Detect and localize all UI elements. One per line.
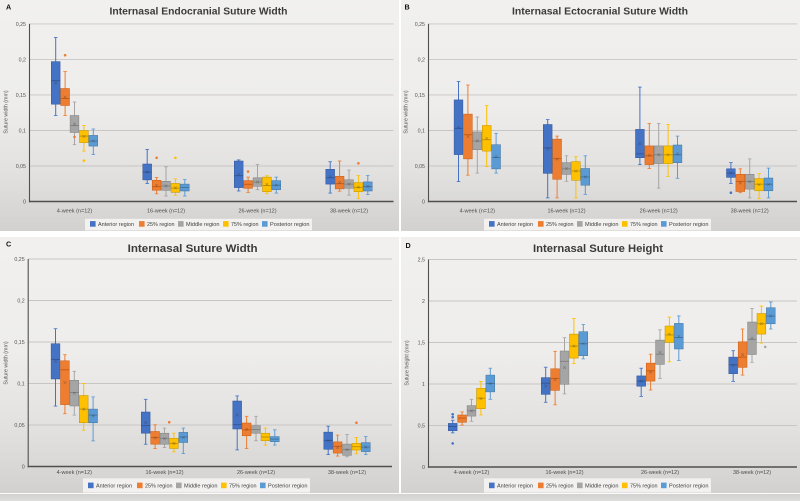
svg-text:75% region: 75% region bbox=[630, 222, 658, 228]
svg-text:26-week (n=12): 26-week (n=12) bbox=[640, 208, 678, 214]
svg-text:Posterior region: Posterior region bbox=[270, 222, 310, 228]
svg-text:26-week (n=12): 26-week (n=12) bbox=[238, 208, 276, 214]
svg-text:0,15: 0,15 bbox=[415, 93, 425, 99]
svg-text:1: 1 bbox=[422, 382, 425, 388]
svg-text:Posterior region: Posterior region bbox=[669, 222, 709, 228]
svg-text:16-week (n=12): 16-week (n=12) bbox=[145, 470, 183, 476]
svg-text:25% region: 25% region bbox=[546, 484, 574, 490]
svg-text:0,1: 0,1 bbox=[418, 128, 425, 134]
svg-text:4-week (n=12): 4-week (n=12) bbox=[460, 208, 496, 214]
svg-text:Middle region: Middle region bbox=[585, 222, 619, 228]
svg-text:4-week (n=12): 4-week (n=12) bbox=[454, 470, 490, 476]
svg-text:Internasal Ectocranial Suture: Internasal Ectocranial Suture Width bbox=[512, 7, 688, 18]
svg-text:Posterior region: Posterior region bbox=[268, 484, 308, 490]
svg-text:0,2: 0,2 bbox=[19, 57, 26, 63]
svg-text:75% region: 75% region bbox=[630, 484, 658, 490]
svg-text:Anterior region: Anterior region bbox=[497, 222, 533, 228]
svg-text:D: D bbox=[406, 241, 411, 250]
svg-text:16-week (n=12): 16-week (n=12) bbox=[147, 208, 185, 214]
svg-text:0: 0 bbox=[422, 465, 425, 471]
svg-text:0,25: 0,25 bbox=[14, 257, 24, 263]
svg-text:38-week (n=12): 38-week (n=12) bbox=[733, 470, 771, 476]
svg-text:Anterior region: Anterior region bbox=[96, 484, 132, 490]
svg-text:0,1: 0,1 bbox=[17, 381, 24, 387]
svg-text:0: 0 bbox=[23, 199, 26, 205]
svg-text:0,15: 0,15 bbox=[14, 340, 24, 346]
svg-text:A: A bbox=[6, 3, 11, 12]
svg-text:0,1: 0,1 bbox=[19, 128, 26, 134]
svg-text:Anterior region: Anterior region bbox=[98, 222, 134, 228]
svg-text:2,5: 2,5 bbox=[418, 257, 425, 263]
svg-text:75% region: 75% region bbox=[231, 222, 259, 228]
svg-text:0: 0 bbox=[22, 464, 25, 470]
svg-text:25% region: 25% region bbox=[546, 222, 574, 228]
svg-text:0,2: 0,2 bbox=[418, 57, 425, 63]
svg-text:38-week (n=12): 38-week (n=12) bbox=[330, 208, 368, 214]
svg-text:38-week (n=12): 38-week (n=12) bbox=[328, 470, 366, 476]
svg-text:0,05: 0,05 bbox=[16, 164, 26, 170]
svg-text:0,05: 0,05 bbox=[14, 423, 24, 429]
svg-text:26-week (n=12): 26-week (n=12) bbox=[641, 470, 679, 476]
svg-text:Suture width (mm): Suture width (mm) bbox=[404, 90, 410, 134]
svg-text:25% region: 25% region bbox=[145, 484, 173, 490]
svg-text:25% region: 25% region bbox=[147, 222, 175, 228]
svg-text:38-week (n=12): 38-week (n=12) bbox=[731, 208, 769, 214]
svg-text:Suture width (mm): Suture width (mm) bbox=[4, 90, 10, 134]
svg-text:26-week (n=12): 26-week (n=12) bbox=[237, 470, 275, 476]
svg-text:Anterior region: Anterior region bbox=[497, 484, 533, 490]
svg-text:Middle region: Middle region bbox=[585, 484, 619, 490]
svg-text:0,15: 0,15 bbox=[16, 93, 26, 99]
svg-text:Posterior region: Posterior region bbox=[669, 484, 709, 490]
svg-text:75% region: 75% region bbox=[229, 484, 257, 490]
svg-text:0: 0 bbox=[422, 199, 425, 205]
svg-text:0,5: 0,5 bbox=[418, 423, 425, 429]
svg-text:Suture width (mm): Suture width (mm) bbox=[4, 341, 10, 385]
svg-text:Suture height (mm): Suture height (mm) bbox=[405, 340, 411, 386]
svg-text:Internasal Suture Width: Internasal Suture Width bbox=[128, 243, 258, 255]
svg-text:B: B bbox=[405, 3, 410, 12]
svg-text:4-week (n=12): 4-week (n=12) bbox=[57, 208, 93, 214]
svg-text:Middle region: Middle region bbox=[184, 484, 218, 490]
svg-text:0,2: 0,2 bbox=[17, 298, 24, 304]
svg-text:2: 2 bbox=[422, 299, 425, 305]
svg-text:0,25: 0,25 bbox=[415, 22, 425, 28]
svg-text:0,25: 0,25 bbox=[16, 22, 26, 28]
svg-text:Middle region: Middle region bbox=[186, 222, 220, 228]
svg-text:16-week (n=12): 16-week (n=12) bbox=[547, 208, 585, 214]
svg-text:Internasal Suture Height: Internasal Suture Height bbox=[533, 243, 663, 255]
svg-text:16-week (n=12): 16-week (n=12) bbox=[545, 470, 583, 476]
svg-text:4-week (n=12): 4-week (n=12) bbox=[57, 470, 93, 476]
svg-text:1,5: 1,5 bbox=[418, 340, 425, 346]
svg-text:Internasal Endocranial Suture: Internasal Endocranial Suture Width bbox=[110, 7, 288, 18]
svg-text:C: C bbox=[6, 240, 11, 249]
svg-text:0,05: 0,05 bbox=[415, 164, 425, 170]
